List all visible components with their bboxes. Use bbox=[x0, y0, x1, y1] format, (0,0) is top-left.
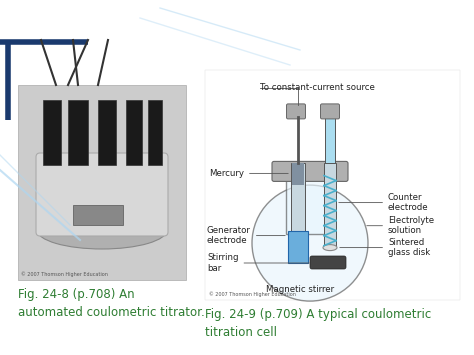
Bar bbox=[325, 118, 335, 163]
FancyBboxPatch shape bbox=[286, 104, 306, 119]
Bar bbox=[18, 85, 186, 280]
Text: Stirring
bar: Stirring bar bbox=[207, 253, 309, 273]
FancyBboxPatch shape bbox=[320, 104, 339, 119]
Ellipse shape bbox=[37, 211, 167, 249]
Bar bbox=[324, 163, 336, 247]
Bar bbox=[148, 100, 162, 165]
FancyBboxPatch shape bbox=[36, 153, 168, 236]
FancyBboxPatch shape bbox=[272, 162, 348, 181]
Text: Mercury: Mercury bbox=[209, 169, 288, 178]
Ellipse shape bbox=[323, 245, 337, 251]
Text: Fig. 24-9 (p.709) A typical coulometric
titration cell: Fig. 24-9 (p.709) A typical coulometric … bbox=[205, 308, 431, 339]
Text: © 2007 Thomson Higher Education: © 2007 Thomson Higher Education bbox=[21, 271, 108, 277]
Text: © 2007 Thomson Higher Education: © 2007 Thomson Higher Education bbox=[209, 291, 296, 297]
Bar bbox=[43, 100, 61, 165]
Bar bbox=[205, 70, 460, 300]
Text: Sintered
glass disk: Sintered glass disk bbox=[340, 238, 430, 257]
Bar bbox=[292, 163, 304, 185]
Bar bbox=[286, 179, 334, 234]
Text: To constant-current source: To constant-current source bbox=[260, 83, 375, 93]
Bar bbox=[291, 163, 305, 258]
Text: Generator
electrode: Generator electrode bbox=[207, 226, 285, 245]
Bar bbox=[73, 205, 123, 225]
Circle shape bbox=[252, 185, 368, 301]
Bar bbox=[98, 100, 116, 165]
FancyBboxPatch shape bbox=[310, 256, 346, 269]
Bar bbox=[288, 231, 308, 263]
Bar bbox=[68, 100, 88, 165]
Text: Magnetic stirrer: Magnetic stirrer bbox=[266, 285, 334, 295]
Text: Electrolyte
solution: Electrolyte solution bbox=[367, 216, 434, 235]
Bar bbox=[126, 100, 142, 165]
Text: Counter
electrode: Counter electrode bbox=[339, 193, 428, 212]
Text: Fig. 24-8 (p.708) An
automated coulometric titrator.: Fig. 24-8 (p.708) An automated coulometr… bbox=[18, 288, 205, 319]
